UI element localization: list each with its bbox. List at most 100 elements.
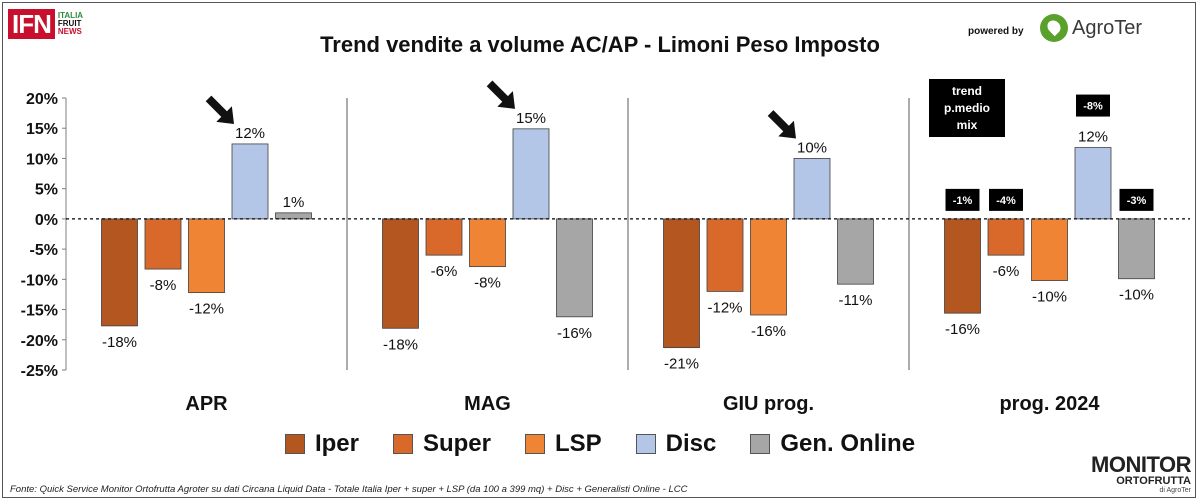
legend-item-super: Super (392, 430, 491, 458)
data-label-iper-prog-2024: -16% (945, 321, 980, 338)
data-label-super-apr: -8% (150, 277, 177, 294)
annotation-text-iper: -1% (953, 195, 973, 207)
y-tick-label: -25% (21, 363, 58, 380)
legend-swatch (524, 434, 545, 454)
annotation-text-gen-online: -3% (1127, 195, 1147, 207)
data-label-gen-online-apr: 1% (283, 194, 305, 211)
bar-disc-apr (231, 143, 269, 220)
legend-swatch (750, 434, 771, 454)
bar-disc-mag (512, 128, 550, 220)
ifn-logo-line3: NEWS (57, 27, 82, 36)
bar-lsp-giu-prog (750, 218, 787, 316)
trend-label-line: mix (957, 118, 978, 132)
bar-gen-online-apr (275, 212, 312, 220)
data-label-gen-online-prog-2024: -10% (1119, 287, 1154, 304)
y-tick-label: 10% (26, 151, 58, 168)
ifn-logo-letters: IFN (8, 9, 55, 39)
data-label-disc-giu-prog: 10% (797, 139, 827, 156)
category-label-apr: APR (185, 393, 228, 415)
bar-gen-online-giu-prog (837, 218, 874, 285)
bar-disc-prog-2024 (1074, 147, 1112, 220)
legend-item-iper: Iper (284, 430, 359, 458)
y-tick-label: -20% (21, 333, 58, 350)
ifn-logo-line1: ITALIA (57, 11, 84, 20)
ifn-logo: IFN ITALIA FRUIT NEWS (8, 8, 83, 40)
monitor-logo-line3: di AgroTer (1159, 487, 1191, 494)
bar-iper-prog-2024 (944, 218, 981, 314)
arrow-icon (767, 110, 796, 139)
bar-iper-mag (382, 218, 419, 329)
arrow-icon (205, 95, 234, 124)
annotation-text-super: -4% (996, 195, 1016, 207)
data-label-iper-mag: -18% (383, 336, 418, 353)
data-label-super-prog-2024: -6% (993, 263, 1020, 280)
data-label-gen-online-giu-prog: -11% (839, 292, 873, 309)
chart-title: Trend vendite a volume AC/AP - Limoni Pe… (320, 32, 880, 57)
bar-chart: 20%15%10%5%0%-5%-10%-15%-20%-25%-18%-8%-… (21, 79, 1190, 415)
data-label-lsp-giu-prog: -16% (751, 323, 786, 340)
legend-swatch (284, 434, 305, 454)
data-label-disc-apr: 12% (235, 125, 265, 142)
legend-item-lsp: LSP (524, 430, 602, 458)
trend-label-line: p.medio (944, 101, 990, 115)
data-label-gen-online-mag: -16% (557, 325, 592, 342)
legend-label: LSP (554, 430, 602, 457)
annotation-box-disc (1076, 94, 1110, 117)
data-label-lsp-prog-2024: -10% (1032, 289, 1067, 306)
bar-super-giu-prog (706, 218, 744, 292)
y-tick-label: -10% (21, 272, 58, 289)
y-tick-label: -15% (21, 303, 58, 320)
source-note: Fonte: Quick Service Monitor Ortofrutta … (10, 484, 688, 495)
ifn-logo-line2: FRUIT (57, 19, 82, 28)
monitor-logo-line2: ORTOFRUTTA (1116, 475, 1191, 487)
ifn-logo-subtitle: ITALIA FRUIT NEWS (58, 12, 83, 36)
legend-label: Super (422, 430, 491, 457)
data-label-lsp-mag: -8% (474, 275, 501, 292)
y-tick-label: 0% (35, 212, 58, 229)
bar-iper-apr (101, 218, 138, 327)
monitor-logo-line1: MONITOR (1091, 452, 1191, 477)
data-label-super-giu-prog: -12% (707, 299, 742, 316)
arrow-shape (205, 95, 234, 124)
data-label-disc-prog-2024: 12% (1078, 129, 1108, 146)
bar-lsp-apr (188, 218, 225, 294)
y-tick-label: 20% (26, 91, 58, 108)
annotation-text-disc: -8% (1083, 101, 1103, 113)
bar-gen-online-prog-2024 (1118, 218, 1155, 280)
y-tick-label: 15% (26, 121, 58, 138)
agroter-name: AgroTer (1072, 16, 1143, 39)
agroter-logo: AgroTer (1040, 14, 1142, 42)
data-label-lsp-apr: -12% (189, 301, 224, 318)
annotation-box-gen-online (1119, 188, 1154, 211)
trend-label-text: trend p.medio mix (944, 84, 990, 132)
data-label-iper-giu-prog: -21% (664, 356, 699, 373)
annotation-box-iper (945, 188, 980, 211)
legend-swatch (635, 434, 656, 454)
category-label-giu-prog: GIU prog. (723, 393, 814, 415)
legend-item-disc: Disc (635, 430, 717, 458)
bar-super-apr (144, 218, 182, 270)
y-tick-label: -5% (30, 242, 58, 259)
legend-swatch (392, 434, 413, 454)
arrow-icon (486, 80, 515, 109)
trend-label-box (929, 79, 1005, 137)
data-label-disc-mag: 15% (516, 110, 546, 127)
arrow-shape (486, 80, 515, 109)
legend-item-gen-online: Gen. Online (750, 430, 915, 458)
category-label-mag: MAG (464, 393, 511, 415)
legend-label: Disc (665, 430, 717, 457)
bar-lsp-prog-2024 (1031, 218, 1068, 281)
trend-label-line: trend (952, 84, 982, 98)
data-label-iper-apr: -18% (102, 334, 137, 351)
monitor-ortofrutta-logo: MONITOR ORTOFRUTTA di AgroTer (1066, 452, 1191, 495)
bar-disc-giu-prog (793, 158, 831, 220)
legend-label: Iper (314, 430, 359, 457)
y-tick-label: 5% (35, 182, 58, 199)
legend-label: Gen. Online (780, 430, 916, 457)
bar-lsp-mag (469, 218, 506, 268)
arrow-shape (767, 110, 796, 139)
bar-iper-giu-prog (663, 218, 700, 349)
annotation-box-super (989, 188, 1023, 211)
bar-super-prog-2024 (987, 218, 1025, 256)
agroter-leaf-icon (1040, 14, 1068, 42)
